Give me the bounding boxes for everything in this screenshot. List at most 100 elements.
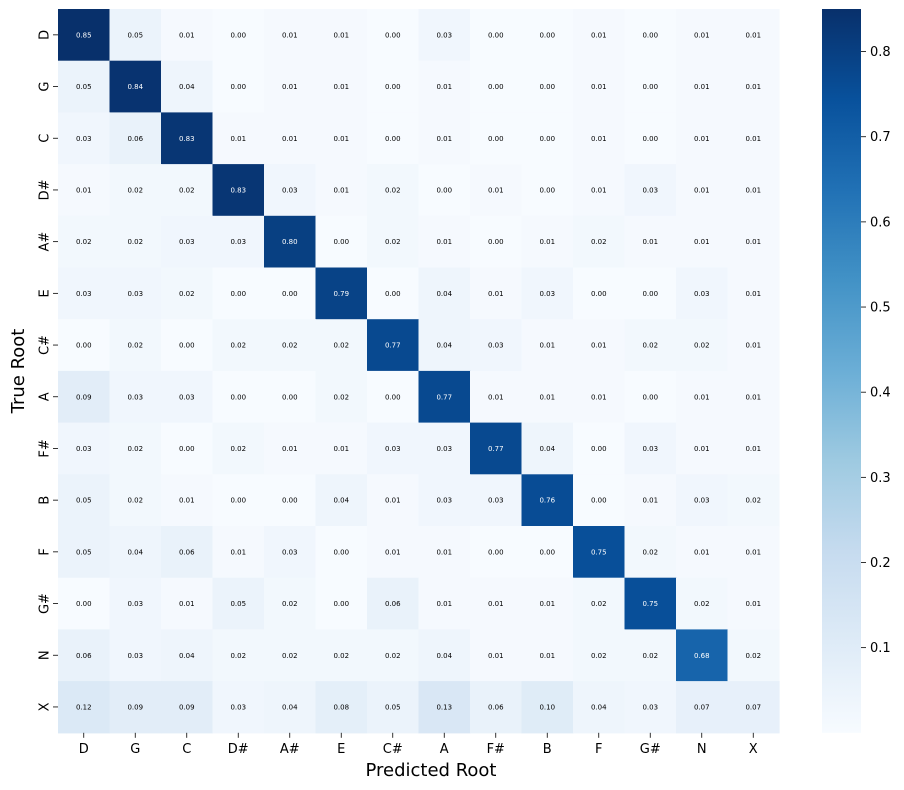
cell-value-label: 0.02 bbox=[127, 445, 143, 453]
heatmap-cell bbox=[109, 681, 162, 734]
cell-value-label: 0.83 bbox=[230, 186, 246, 194]
cell-value-label: 0.05 bbox=[385, 703, 401, 711]
heatmap-cell bbox=[418, 112, 471, 165]
cell-value-label: 0.00 bbox=[591, 497, 607, 505]
cell-value-label: 0.75 bbox=[591, 548, 607, 556]
heatmap-cell bbox=[58, 681, 111, 734]
heatmap-cell bbox=[315, 267, 368, 320]
cell-value-label: 0.00 bbox=[539, 83, 555, 91]
heatmap-cell bbox=[521, 526, 574, 579]
cell-value-label: 0.03 bbox=[282, 186, 298, 194]
heatmap-cell bbox=[573, 577, 626, 630]
cell-value-label: 0.02 bbox=[642, 652, 658, 660]
cell-value-label: 0.02 bbox=[745, 497, 761, 505]
heatmap-cell bbox=[573, 422, 626, 475]
cell-value-label: 0.01 bbox=[591, 342, 607, 350]
cell-value-label: 0.02 bbox=[591, 600, 607, 608]
heatmap-cell bbox=[573, 629, 626, 682]
cell-value-label: 0.03 bbox=[127, 393, 143, 401]
heatmap-cell bbox=[58, 112, 111, 165]
heatmap-cell bbox=[109, 164, 162, 217]
cell-value-label: 0.85 bbox=[76, 31, 92, 39]
x-axis-ticks: D G C D# A# E C# A F# B F G# N X bbox=[79, 732, 758, 757]
cell-value-label: 0.00 bbox=[539, 186, 555, 194]
cell-value-label: 0.03 bbox=[694, 290, 710, 298]
cell-value-label: 0.02 bbox=[127, 497, 143, 505]
heatmap-cell bbox=[161, 9, 214, 62]
heatmap-cell bbox=[521, 681, 574, 734]
heatmap-cell bbox=[727, 526, 780, 579]
cell-value-label: 0.01 bbox=[694, 445, 710, 453]
heatmap-cell bbox=[727, 577, 780, 630]
heatmap-cell bbox=[676, 215, 729, 269]
cell-value-label: 0.01 bbox=[694, 186, 710, 194]
x-tick-label: G# bbox=[640, 742, 661, 757]
cell-value-label: 0.00 bbox=[282, 497, 298, 505]
cell-value-label: 0.00 bbox=[76, 342, 92, 350]
heatmap-cell bbox=[727, 422, 780, 475]
cell-value-label: 0.12 bbox=[76, 703, 92, 711]
cell-value-label: 0.00 bbox=[385, 290, 401, 298]
cell-value-label: 0.03 bbox=[694, 497, 710, 505]
y-tick-label: F# bbox=[38, 439, 53, 457]
cell-value-label: 0.07 bbox=[694, 703, 710, 711]
heatmap-cell bbox=[161, 370, 214, 424]
x-tick-label: A# bbox=[280, 742, 300, 757]
x-tick-label: B bbox=[543, 742, 552, 757]
colorbar: 0.1 0.2 0.3 0.4 0.5 0.6 0.7 0.8 bbox=[822, 9, 891, 733]
x-tick-label: D bbox=[79, 742, 89, 757]
cell-value-label: 0.09 bbox=[76, 393, 92, 401]
cell-value-label: 0.01 bbox=[436, 135, 452, 143]
heatmap-cell bbox=[573, 370, 626, 424]
cell-value-label: 0.01 bbox=[179, 31, 195, 39]
heatmap-cell bbox=[727, 319, 780, 372]
y-tick-label: F bbox=[38, 548, 53, 555]
cell-value-label: 0.01 bbox=[333, 186, 349, 194]
heatmap-cell bbox=[367, 422, 420, 475]
heatmap-cell bbox=[521, 164, 574, 217]
cell-value-label: 0.04 bbox=[436, 652, 452, 660]
heatmap-cell bbox=[624, 370, 677, 424]
cell-value-label: 0.03 bbox=[642, 186, 658, 194]
cell-value-label: 0.01 bbox=[694, 238, 710, 246]
heatmap-cell bbox=[264, 319, 317, 372]
cell-value-label: 0.01 bbox=[745, 548, 761, 556]
cell-value-label: 0.05 bbox=[76, 548, 92, 556]
heatmap-cell bbox=[212, 164, 265, 217]
heatmap-cell bbox=[161, 267, 214, 320]
cell-value-label: 0.03 bbox=[179, 238, 195, 246]
cell-value-label: 0.02 bbox=[333, 342, 349, 350]
heatmap-cell bbox=[418, 319, 471, 372]
heatmap-cell bbox=[367, 164, 420, 217]
cell-value-label: 0.02 bbox=[179, 290, 195, 298]
cell-value-label: 0.01 bbox=[745, 31, 761, 39]
heatmap-cell bbox=[418, 215, 471, 269]
cell-value-label: 0.01 bbox=[230, 548, 246, 556]
cell-value-label: 0.01 bbox=[282, 31, 298, 39]
cell-value-label: 0.01 bbox=[539, 393, 555, 401]
heatmap-cell bbox=[624, 112, 677, 165]
cell-value-label: 0.04 bbox=[539, 445, 555, 453]
y-tick-label: D bbox=[38, 30, 53, 40]
heatmap-cell bbox=[161, 629, 214, 682]
cell-value-label: 0.84 bbox=[127, 83, 143, 91]
heatmap-cell bbox=[109, 9, 162, 62]
heatmap-cell bbox=[264, 267, 317, 320]
cell-value-label: 0.01 bbox=[282, 83, 298, 91]
cell-value-label: 0.00 bbox=[539, 548, 555, 556]
heatmap-cell bbox=[521, 112, 574, 165]
cell-value-label: 0.00 bbox=[642, 135, 658, 143]
cell-value-label: 0.05 bbox=[76, 497, 92, 505]
heatmap-cell bbox=[58, 267, 111, 320]
heatmap-cell bbox=[58, 474, 111, 527]
cell-value-label: 0.00 bbox=[282, 393, 298, 401]
heatmap-cell bbox=[161, 60, 214, 113]
heatmap-cell bbox=[315, 164, 368, 217]
cell-value-label: 0.02 bbox=[282, 600, 298, 608]
y-tick-label: G# bbox=[38, 593, 53, 614]
cell-value-label: 0.01 bbox=[745, 238, 761, 246]
heatmap-cell bbox=[676, 629, 729, 682]
cell-value-label: 0.00 bbox=[230, 83, 246, 91]
heatmap-cell bbox=[367, 474, 420, 527]
cell-value-label: 0.01 bbox=[488, 290, 504, 298]
